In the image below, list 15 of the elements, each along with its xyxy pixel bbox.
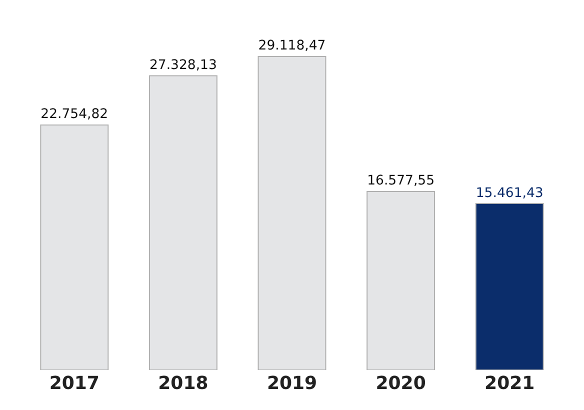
x-tick-label: 2017 — [49, 373, 100, 394]
bar — [148, 75, 218, 370]
bar — [40, 124, 109, 370]
data-label: 15.461,43 — [476, 186, 544, 201]
x-tick-label: 2020 — [376, 373, 426, 394]
bar — [366, 191, 436, 370]
data-label: 16.577,55 — [367, 174, 435, 189]
bar — [258, 56, 326, 370]
data-label: 22.754,82 — [40, 107, 108, 122]
x-tick-label: 2021 — [484, 373, 535, 394]
x-tick-label: 2018 — [158, 373, 208, 394]
data-label: 27.328,13 — [149, 58, 217, 73]
x-tick-label: 2019 — [266, 373, 318, 394]
data-label: 29.118,47 — [258, 38, 326, 54]
bar — [475, 203, 544, 370]
